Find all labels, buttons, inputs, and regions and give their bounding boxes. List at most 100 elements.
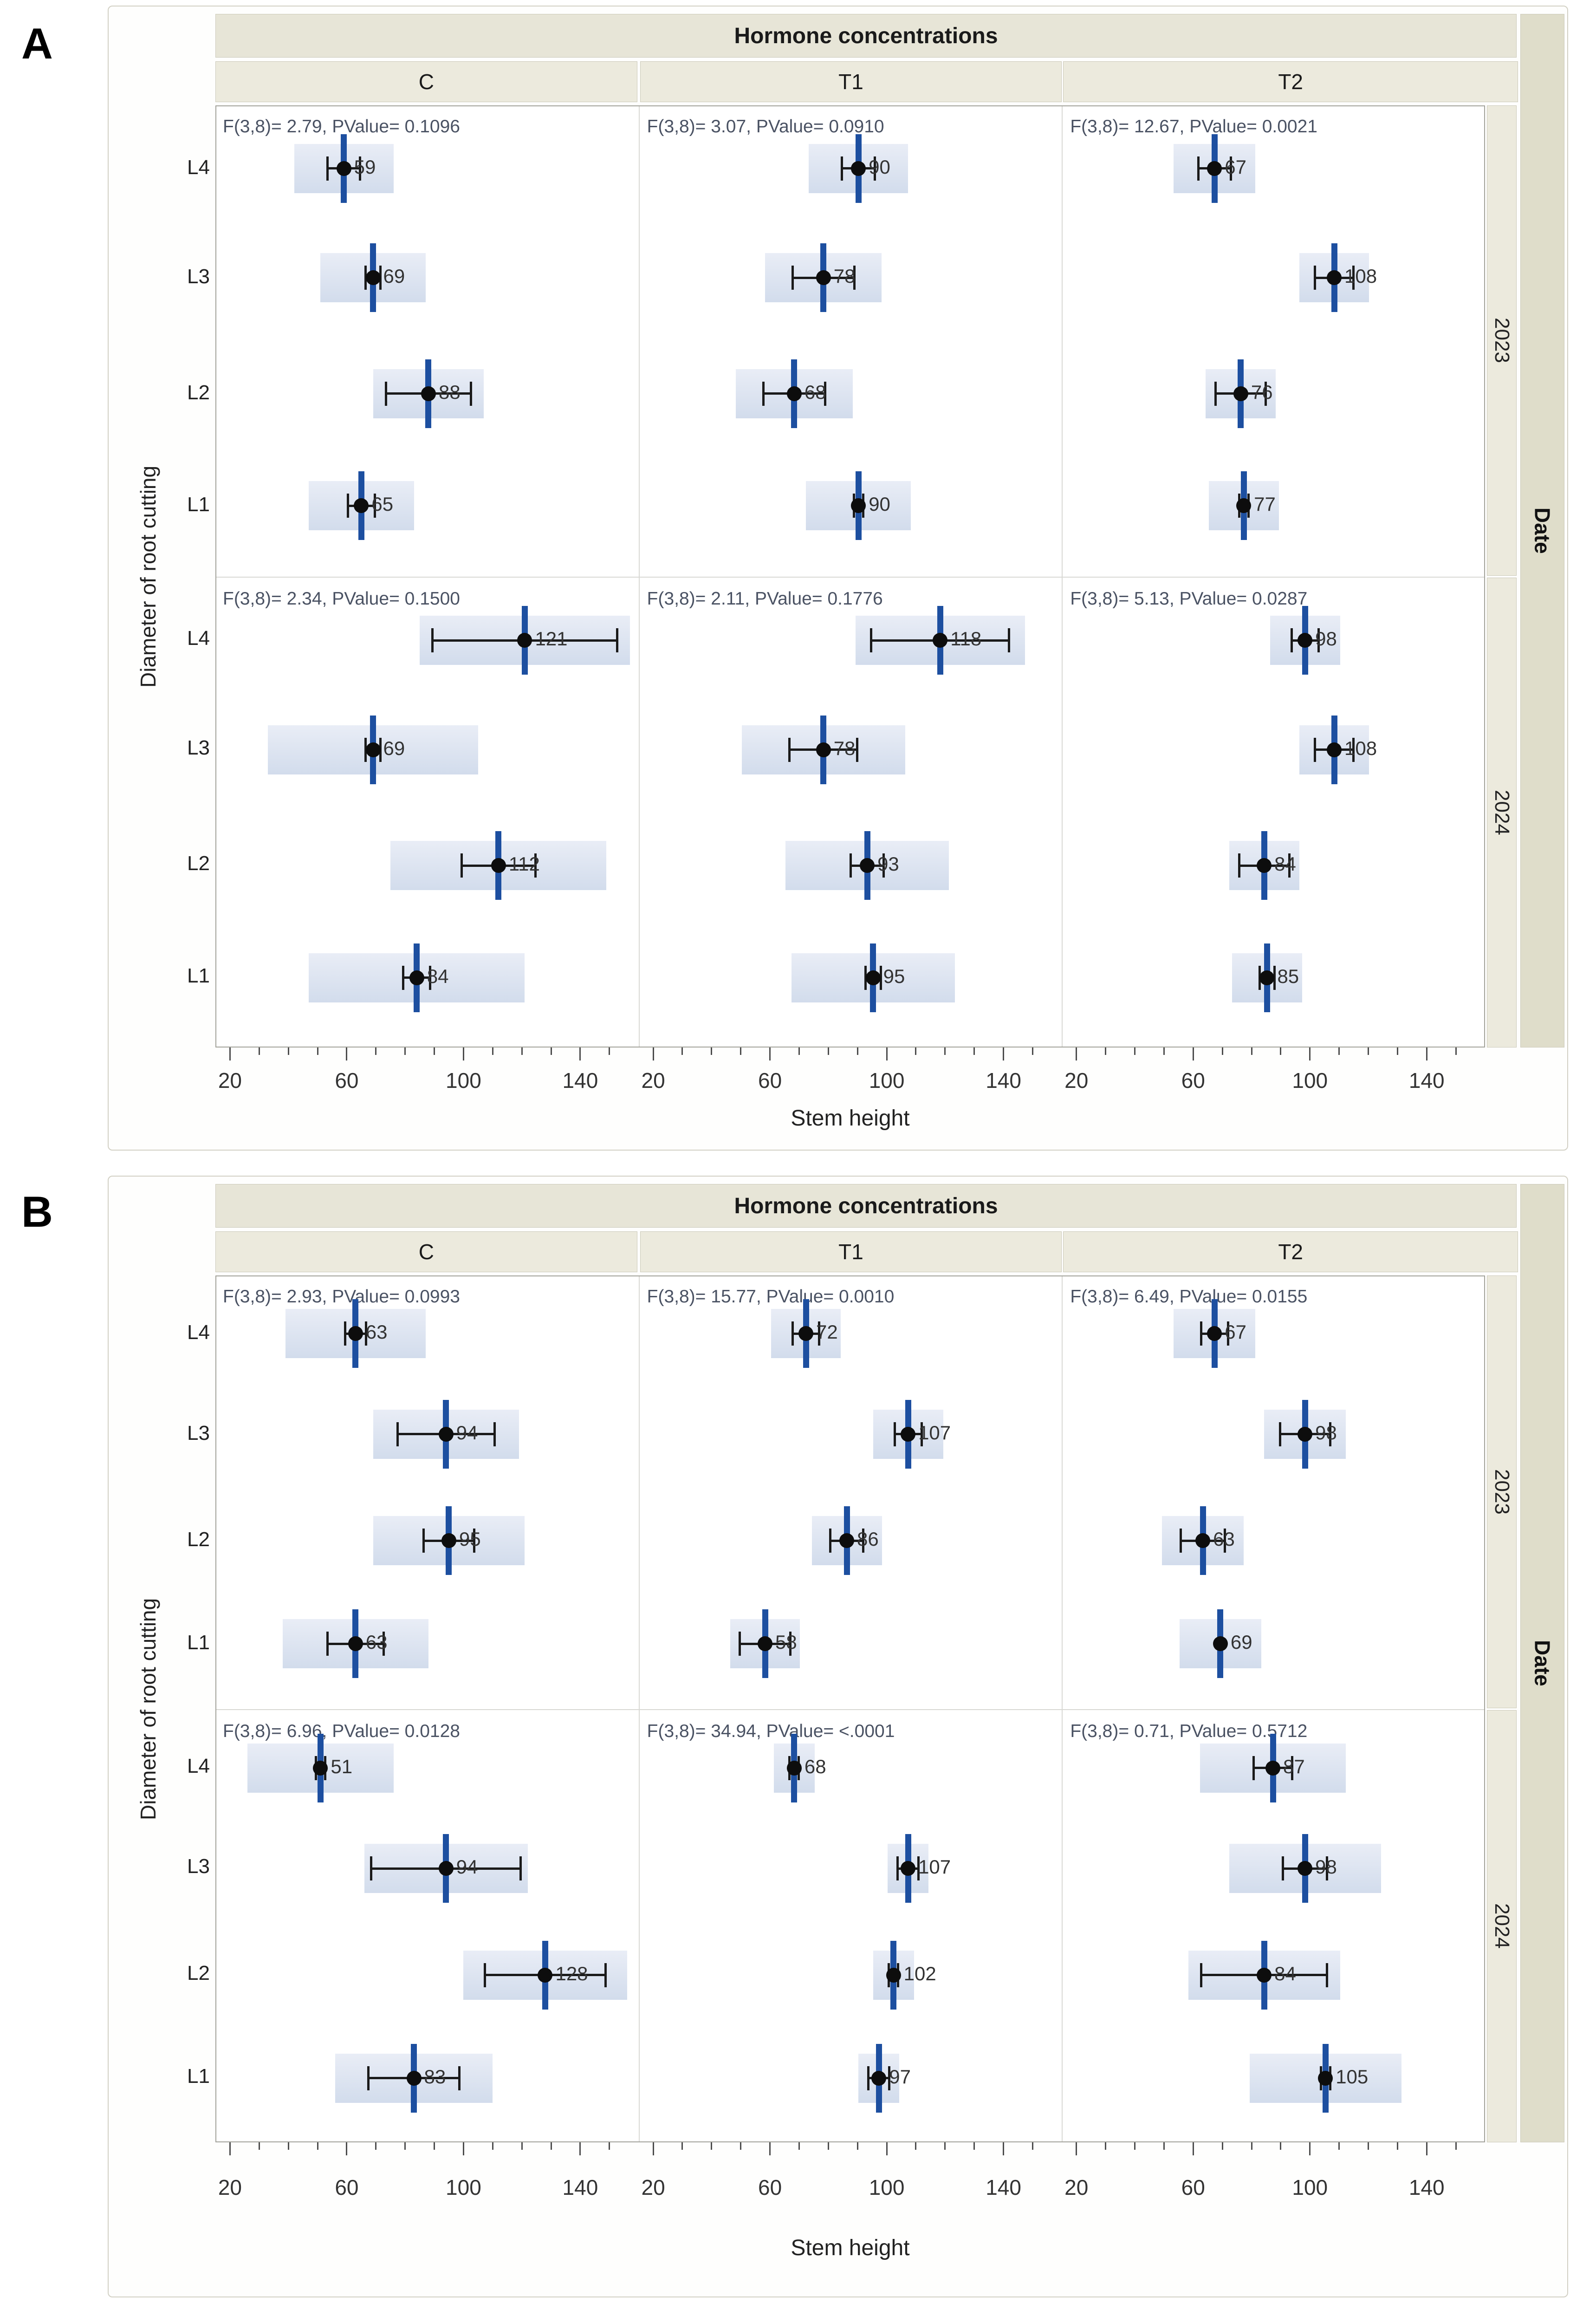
stat-text: F(3,8)= 2.93, PValue= 0.0993 <box>223 1287 460 1307</box>
cell-T2-2023: F(3,8)= 6.49, PValue= 0.0155 67 98 63 69 <box>1062 1275 1485 1709</box>
value-label-L2: 88 <box>438 381 461 403</box>
x-tick-major <box>769 1047 771 1060</box>
x-tick-minor <box>434 2142 435 2150</box>
error-bar-cap-left <box>870 628 873 653</box>
value-label-L1: 65 <box>371 493 394 515</box>
point-marker-L2 <box>839 1533 855 1548</box>
x-tick-minor <box>1338 2142 1340 2150</box>
column-header-T1: T1 <box>640 61 1062 102</box>
error-bar-cap-right <box>429 965 432 990</box>
error-bar-cap-left <box>384 381 387 406</box>
cell-C-2024: F(3,8)= 6.96, PValue= 0.0128 51 94 128 83 <box>215 1709 639 2142</box>
row-label-L3-2024: L3 <box>187 1855 210 1878</box>
column-header-label: T2 <box>1278 1240 1303 1264</box>
value-label-L1: 105 <box>1336 2065 1369 2088</box>
row-label-L3-2023: L3 <box>187 265 210 288</box>
x-tick-label-140: 140 <box>986 2175 1021 2199</box>
error-bar-cap-right <box>473 1529 475 1553</box>
value-label-L3: 107 <box>918 1421 951 1444</box>
point-marker-L4 <box>933 633 948 648</box>
error-bar-cap-right <box>493 1422 496 1446</box>
value-label-L1: 83 <box>424 2065 446 2088</box>
value-label-L4: 67 <box>1225 1321 1246 1343</box>
cell-T1-2023: F(3,8)= 3.07, PValue= 0.0910 90 78 68 90 <box>638 105 1062 577</box>
x-tick-major <box>886 2142 888 2155</box>
error-bar-cap-left <box>762 381 765 406</box>
x-tick-minor <box>521 1047 523 1055</box>
value-label-L4: 51 <box>331 1755 353 1777</box>
x-tick-label-140: 140 <box>562 2175 598 2199</box>
x-tick-minor <box>827 2142 829 2150</box>
x-tick-minor <box>827 1047 829 1055</box>
y-axis-title: Diameter of root cutting <box>136 465 160 688</box>
stat-text: F(3,8)= 5.13, PValue= 0.0287 <box>1070 588 1308 609</box>
x-tick-minor <box>1032 1047 1033 1055</box>
value-label-L3: 78 <box>833 737 856 759</box>
point-marker-L3 <box>438 1861 454 1876</box>
error-bar-cap-right <box>818 1321 821 1346</box>
value-label-L3: 94 <box>456 1856 478 1878</box>
x-tick-minor <box>287 1047 289 1055</box>
error-bar-cap-left <box>893 1422 896 1446</box>
row-label-L4-2024: L4 <box>187 627 210 650</box>
error-bar-cap-left <box>1290 628 1293 653</box>
cell-C-2024: F(3,8)= 2.34, PValue= 0.1500 121 69 112 84 <box>215 576 639 1047</box>
value-label-L4: 121 <box>535 628 568 650</box>
year-strip-2024: 2024 <box>1487 1710 1517 2142</box>
error-bar-cap-right <box>1008 628 1011 653</box>
x-tick-minor <box>798 1047 800 1055</box>
x-tick-minor <box>375 2142 377 2150</box>
error-bar-cap-left <box>1197 156 1200 181</box>
error-bar-cap-right <box>604 1963 607 1987</box>
value-label-L1: 90 <box>869 493 890 515</box>
error-bar-cap-right <box>1265 381 1267 406</box>
error-bar-cap-left <box>1238 853 1240 878</box>
error-bar-cap-left <box>1200 1321 1202 1346</box>
stat-text: F(3,8)= 2.11, PValue= 0.1776 <box>647 588 883 609</box>
error-bar-cap-left <box>788 737 791 762</box>
row-label-L2-2024: L2 <box>187 852 210 875</box>
stat-text: F(3,8)= 6.49, PValue= 0.0155 <box>1070 1287 1308 1307</box>
x-tick-minor <box>287 2142 289 2150</box>
row-label-L1-2024: L1 <box>187 964 210 987</box>
value-label-L4: 90 <box>869 156 890 178</box>
row-label-L4-2023: L4 <box>187 1321 210 1344</box>
x-tick-minor <box>258 2142 260 2150</box>
cell-T1-2024: F(3,8)= 2.11, PValue= 0.1776 118 78 93 95 <box>638 576 1062 1047</box>
point-marker-L3 <box>438 1426 454 1442</box>
value-label-L4: 87 <box>1283 1755 1305 1777</box>
error-bar-cap-right <box>853 266 856 290</box>
column-header-label: C <box>418 1240 434 1264</box>
row-label-L2-2023: L2 <box>187 1528 210 1551</box>
x-tick-label-100: 100 <box>446 2175 481 2199</box>
error-bar-cap-left <box>422 1529 425 1553</box>
error-bar-cap-right <box>379 737 382 762</box>
x-tick-minor <box>1134 2142 1136 2150</box>
error-bar-cap-left <box>867 2066 870 2090</box>
value-label-L4: 98 <box>1315 628 1337 650</box>
error-bar-cap-right <box>1326 1963 1329 1987</box>
x-tick-major <box>579 2142 581 2155</box>
x-tick-minor <box>1280 1047 1282 1055</box>
x-tick-minor <box>1368 1047 1369 1055</box>
error-bar-cap-right <box>534 853 537 878</box>
year-strip-label: 2024 <box>1491 1903 1513 1949</box>
x-tick-minor <box>1105 2142 1107 2150</box>
date-strip-label: Date <box>1530 507 1555 554</box>
row-label-L2-2023: L2 <box>187 381 210 404</box>
point-marker-L4 <box>348 1326 363 1341</box>
x-tick-minor <box>856 1047 858 1055</box>
point-marker-L4 <box>1265 1760 1281 1776</box>
value-label-L2: 112 <box>508 853 540 875</box>
value-label-L2: 86 <box>857 1528 879 1550</box>
column-header-T2: T2 <box>1063 1231 1518 1272</box>
x-tick-minor <box>1134 1047 1136 1055</box>
row-label-L4-2024: L4 <box>187 1754 210 1777</box>
x-tick-minor <box>973 1047 975 1055</box>
x-tick-major <box>1003 1047 1005 1060</box>
column-header-label: T2 <box>1278 70 1303 94</box>
point-marker-L3 <box>1298 1861 1313 1876</box>
error-bar-cap-left <box>791 1321 794 1346</box>
error-bar-cap-left <box>1200 1963 1202 1987</box>
error-bar-cap-left <box>396 1422 399 1446</box>
